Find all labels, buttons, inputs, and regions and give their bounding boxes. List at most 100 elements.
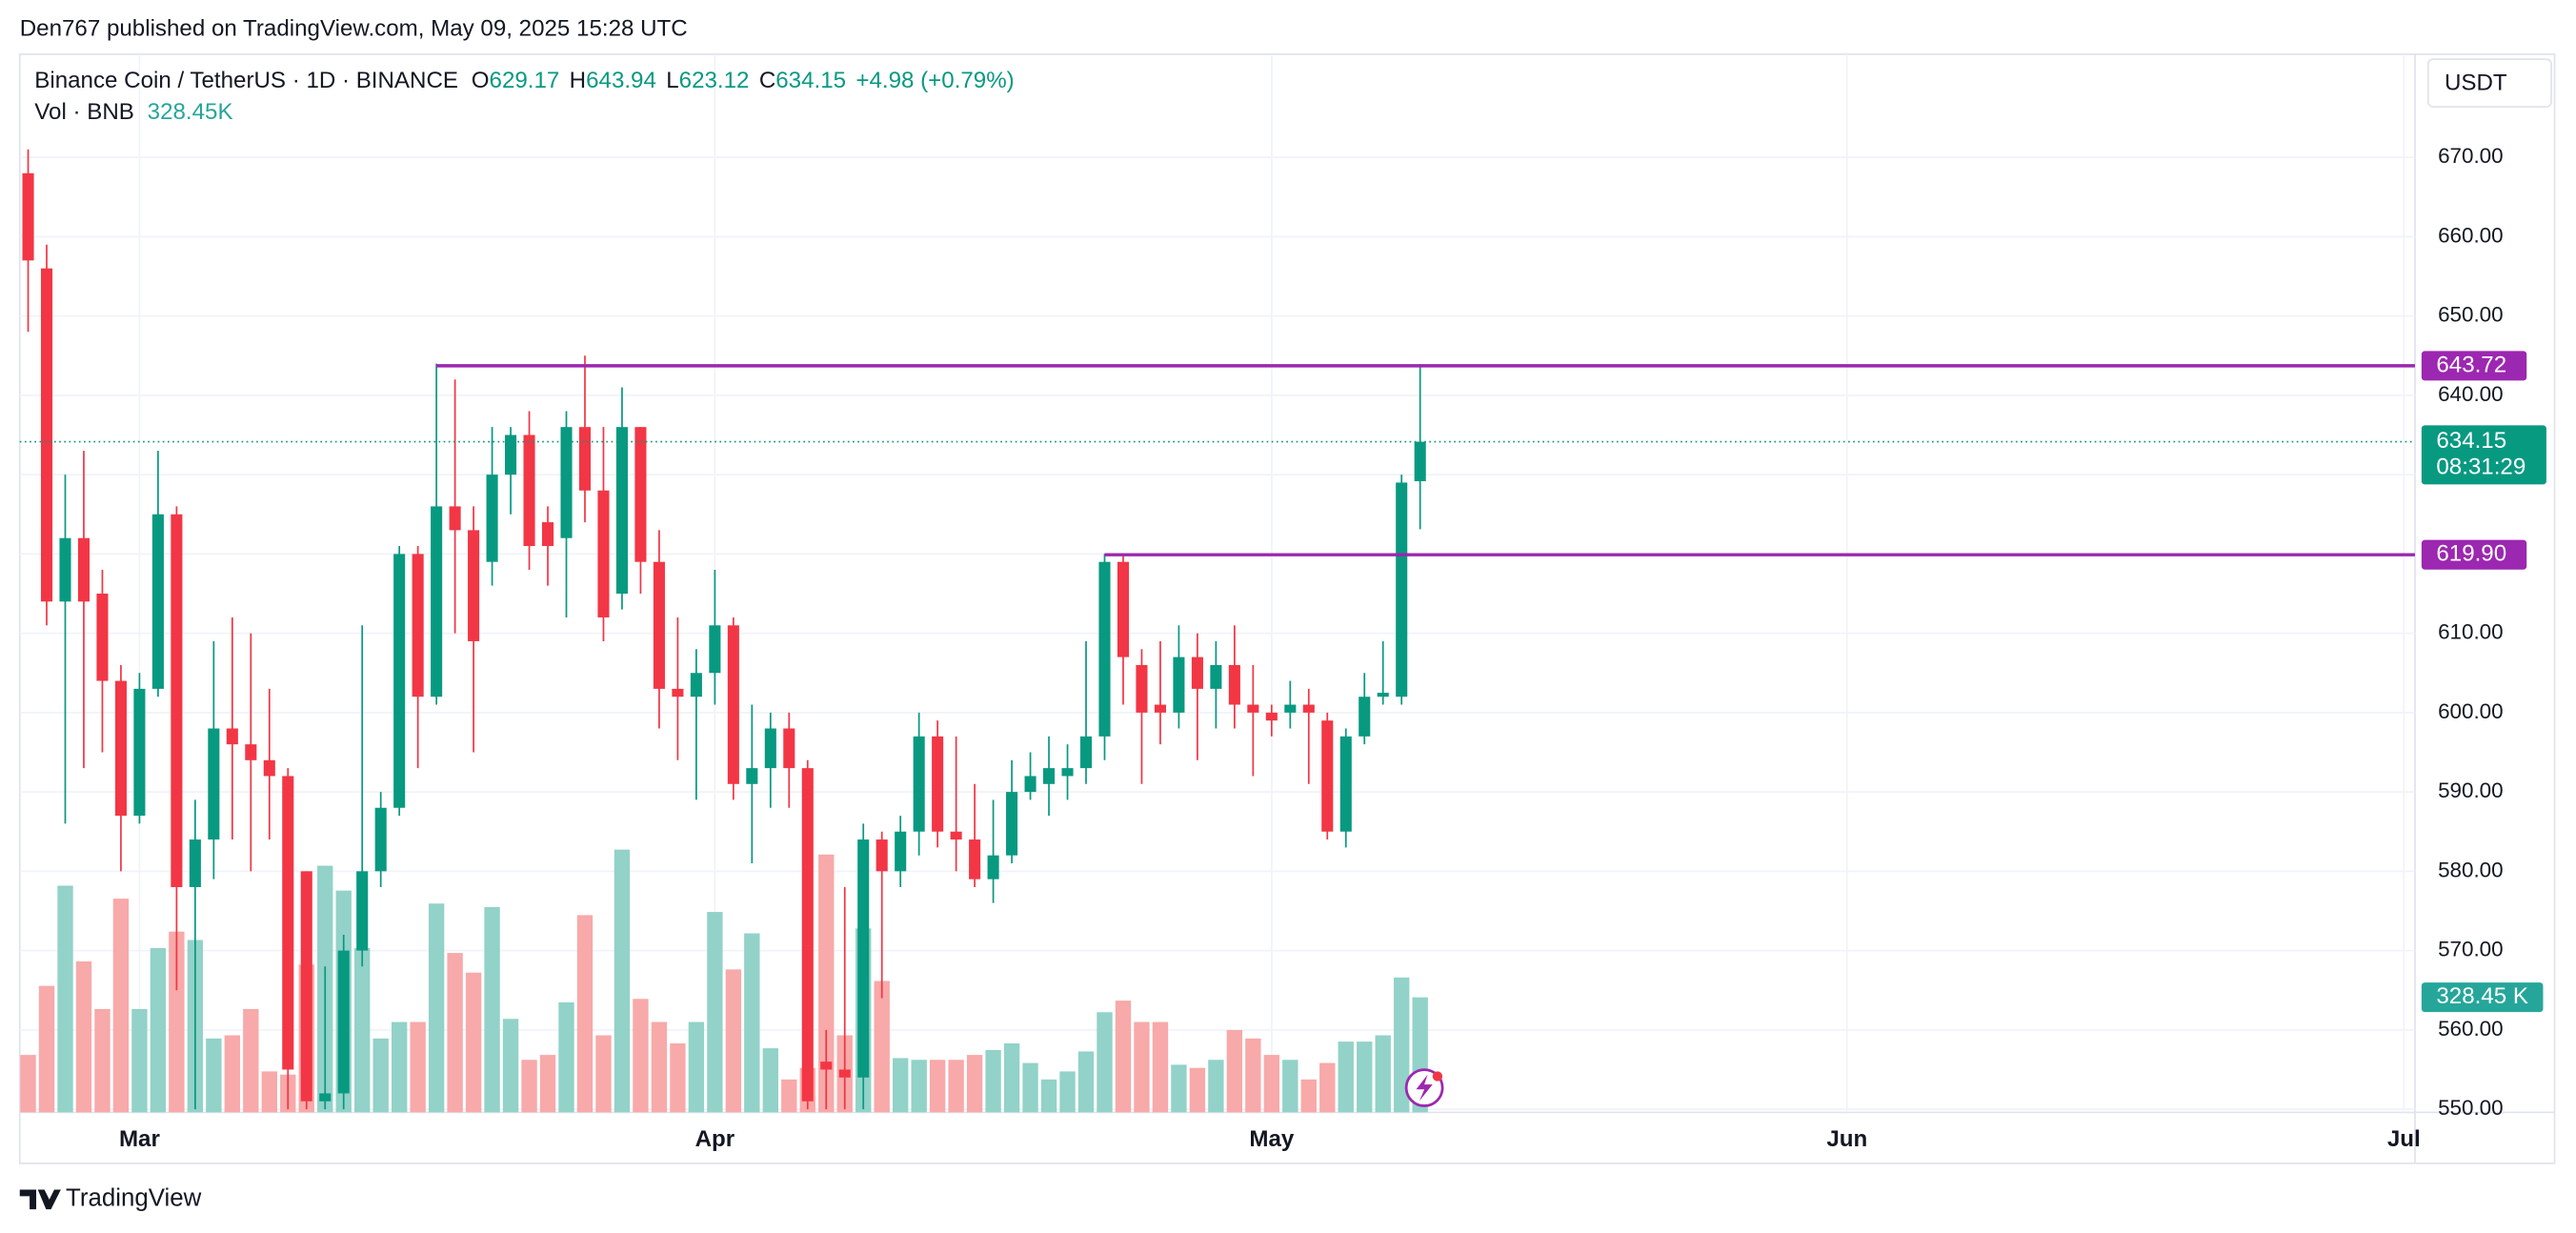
currency-button[interactable] xyxy=(2426,58,2552,108)
volume-bar xyxy=(428,903,445,1113)
volume-bar xyxy=(1115,1001,1132,1113)
y-tick-label: 560.00 xyxy=(2438,1017,2504,1041)
volume-bar xyxy=(1059,1071,1076,1113)
candle-body xyxy=(950,831,962,840)
candle-body xyxy=(764,728,776,769)
volume-bar xyxy=(261,1071,277,1113)
volume-bar xyxy=(169,931,185,1113)
volume-bar xyxy=(1097,1012,1113,1113)
y-tick-label: 650.00 xyxy=(2438,303,2504,327)
brand: TradingView xyxy=(66,1185,202,1212)
currency[interactable]: USDT xyxy=(2445,70,2507,95)
candle-body xyxy=(505,435,517,475)
brand-logo xyxy=(19,1189,61,1210)
candle-body xyxy=(709,625,721,674)
candle-body xyxy=(412,554,424,697)
candle-body xyxy=(1191,657,1203,689)
candle-body xyxy=(96,593,109,681)
volume-bar xyxy=(633,999,649,1113)
candle-body xyxy=(801,768,814,1102)
volume-bar xyxy=(576,915,594,1113)
volume-bar xyxy=(1263,1055,1280,1113)
volume-bar xyxy=(558,1001,574,1113)
price-badge xyxy=(2421,425,2546,485)
candle-body xyxy=(59,537,71,602)
volume-bar xyxy=(874,980,890,1113)
candle-body xyxy=(40,268,53,602)
volume-bar xyxy=(484,906,500,1113)
symbol: Binance Coin / TetherUS · 1D · BINANCE xyxy=(34,69,458,94)
y-tick-label: 580.00 xyxy=(2438,858,2504,881)
candle-body xyxy=(727,625,739,784)
volume-bar xyxy=(410,1021,426,1113)
candle-body xyxy=(1006,792,1018,856)
candles xyxy=(22,149,1426,1110)
level-badge xyxy=(2421,539,2527,570)
volume-bar xyxy=(966,1055,983,1113)
candle-body xyxy=(1265,712,1278,721)
candle-body xyxy=(300,871,312,1102)
candle-body xyxy=(151,514,164,689)
volume-bar xyxy=(595,1035,612,1113)
volume-title: Vol · BNB xyxy=(34,99,134,125)
candle-body xyxy=(820,1061,833,1070)
volume-bar xyxy=(521,1060,537,1113)
volume-bar xyxy=(948,1060,964,1113)
candle-body xyxy=(245,744,257,760)
x-tick-label: Mar xyxy=(119,1126,161,1152)
volume-bar xyxy=(150,947,167,1113)
candle-body xyxy=(1302,704,1315,713)
volume-bar xyxy=(502,1019,519,1113)
candle-body xyxy=(578,427,592,491)
candle-body xyxy=(208,728,220,840)
volume-bar xyxy=(707,912,723,1113)
volume-bar xyxy=(1022,1062,1038,1113)
volume-bar xyxy=(206,1038,222,1113)
volume-bar xyxy=(1040,1079,1057,1113)
volume-bar xyxy=(1077,1051,1095,1113)
h-value: 643.94 xyxy=(586,69,656,94)
candle-body xyxy=(969,839,981,879)
o-value: 629.17 xyxy=(490,69,560,94)
volume-bar xyxy=(1357,1041,1373,1113)
candle-body xyxy=(449,506,461,531)
volume-bar xyxy=(539,1055,556,1113)
candle-body xyxy=(282,776,294,1070)
candle-body xyxy=(913,736,925,832)
volume-bar xyxy=(224,1035,241,1113)
replay-icon[interactable] xyxy=(1404,1068,1444,1107)
candle-body xyxy=(1228,664,1240,705)
x-tick-label: May xyxy=(1249,1126,1295,1152)
candle-body xyxy=(1358,697,1371,737)
volume-bar xyxy=(911,1060,927,1113)
volume-bar xyxy=(893,1058,909,1113)
volume-bar xyxy=(1152,1021,1169,1113)
y-tick-label: 550.00 xyxy=(2438,1096,2504,1120)
y-tick-label: 660.00 xyxy=(2438,223,2504,247)
c-letter: C xyxy=(759,69,775,94)
volume-bar xyxy=(781,1079,797,1113)
panel-frame xyxy=(18,53,2556,1164)
candle-body xyxy=(1284,704,1297,713)
levels xyxy=(19,364,2415,556)
volume-bar xyxy=(818,854,835,1113)
candle-body xyxy=(77,537,91,602)
candle-body xyxy=(133,688,146,817)
volume-bar xyxy=(447,953,463,1113)
candle-body xyxy=(653,561,665,689)
candle-body xyxy=(319,1093,332,1102)
volume-bar xyxy=(1226,1030,1243,1113)
candle-body xyxy=(431,506,443,697)
candle-body xyxy=(838,1069,851,1078)
candle-body xyxy=(1321,720,1334,832)
volume-bar xyxy=(1394,977,1410,1113)
volume-bar xyxy=(1300,1079,1317,1113)
candle-body xyxy=(1043,768,1056,784)
volume-badge-label: 328.45 K xyxy=(2436,983,2528,1009)
candle-body xyxy=(1396,482,1408,697)
time-axis: Mar Apr May Jun Jul xyxy=(119,1126,2421,1152)
candle-body xyxy=(1377,693,1389,697)
y-tick-label: 590.00 xyxy=(2438,778,2504,802)
volume-bar xyxy=(391,1021,408,1113)
volume-bar xyxy=(1375,1035,1391,1113)
